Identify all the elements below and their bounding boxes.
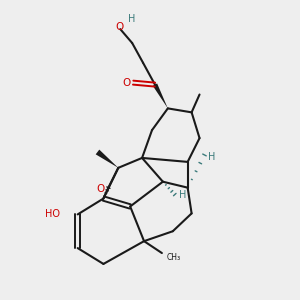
Text: HO: HO [45, 209, 60, 219]
Text: H: H [179, 190, 186, 200]
Polygon shape [96, 150, 118, 168]
Text: H: H [128, 14, 136, 24]
Text: CH₃: CH₃ [167, 253, 181, 262]
Text: O: O [122, 78, 130, 88]
Text: H: H [208, 152, 216, 162]
Text: O: O [96, 184, 105, 194]
Text: O: O [115, 22, 123, 32]
Polygon shape [153, 83, 168, 108]
